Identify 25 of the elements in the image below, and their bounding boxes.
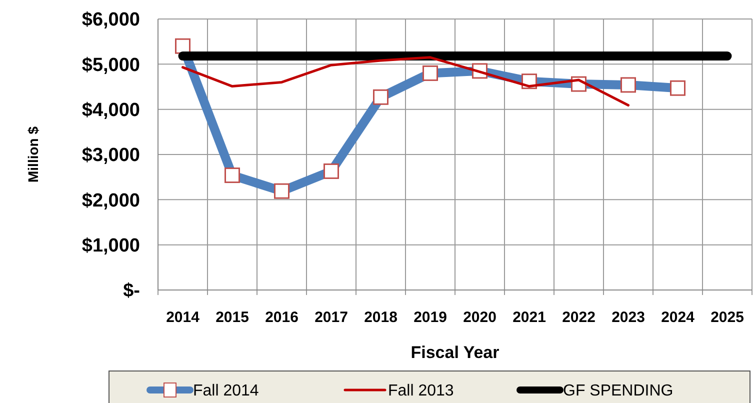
legend-label: GF SPENDING (563, 382, 674, 400)
legend-label: Fall 2014 (193, 382, 259, 400)
x-tick-label: 2025 (710, 309, 744, 326)
x-tick-label: 2021 (512, 309, 546, 326)
x-tick-label: 2014 (166, 309, 200, 326)
x-tick-label: 2022 (562, 309, 596, 326)
x-tick-label: 2024 (661, 309, 696, 326)
x-tick-label: 2016 (265, 309, 298, 326)
y-tick-label: $3,000 (82, 145, 140, 166)
y-tick-label: $5,000 (82, 54, 140, 76)
x-tick-label: 2020 (463, 309, 496, 326)
x-tick-label: 2018 (364, 309, 398, 326)
x-tick-label: 2023 (612, 309, 645, 326)
y-tick-label: $4,000 (82, 100, 140, 121)
y-tick-label: $2,000 (82, 190, 140, 212)
x-tick-label: 2019 (414, 309, 447, 326)
legend-label: Fall 2013 (388, 382, 454, 400)
x-tick-label: 2015 (216, 309, 249, 326)
x-axis-title: Fiscal Year (410, 343, 500, 362)
y-axis-title: Million $ (25, 126, 41, 182)
line-series (182, 56, 630, 107)
y-tick-label: $- (123, 280, 140, 302)
y-tick-label: $6,000 (82, 10, 140, 31)
x-tick-label: 2017 (314, 309, 348, 326)
y-tick-label: $1,000 (82, 235, 140, 256)
